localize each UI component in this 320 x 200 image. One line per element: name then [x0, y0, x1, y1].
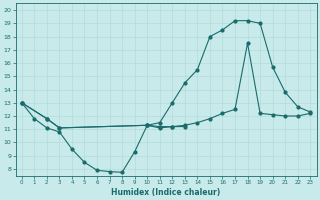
X-axis label: Humidex (Indice chaleur): Humidex (Indice chaleur): [111, 188, 221, 197]
